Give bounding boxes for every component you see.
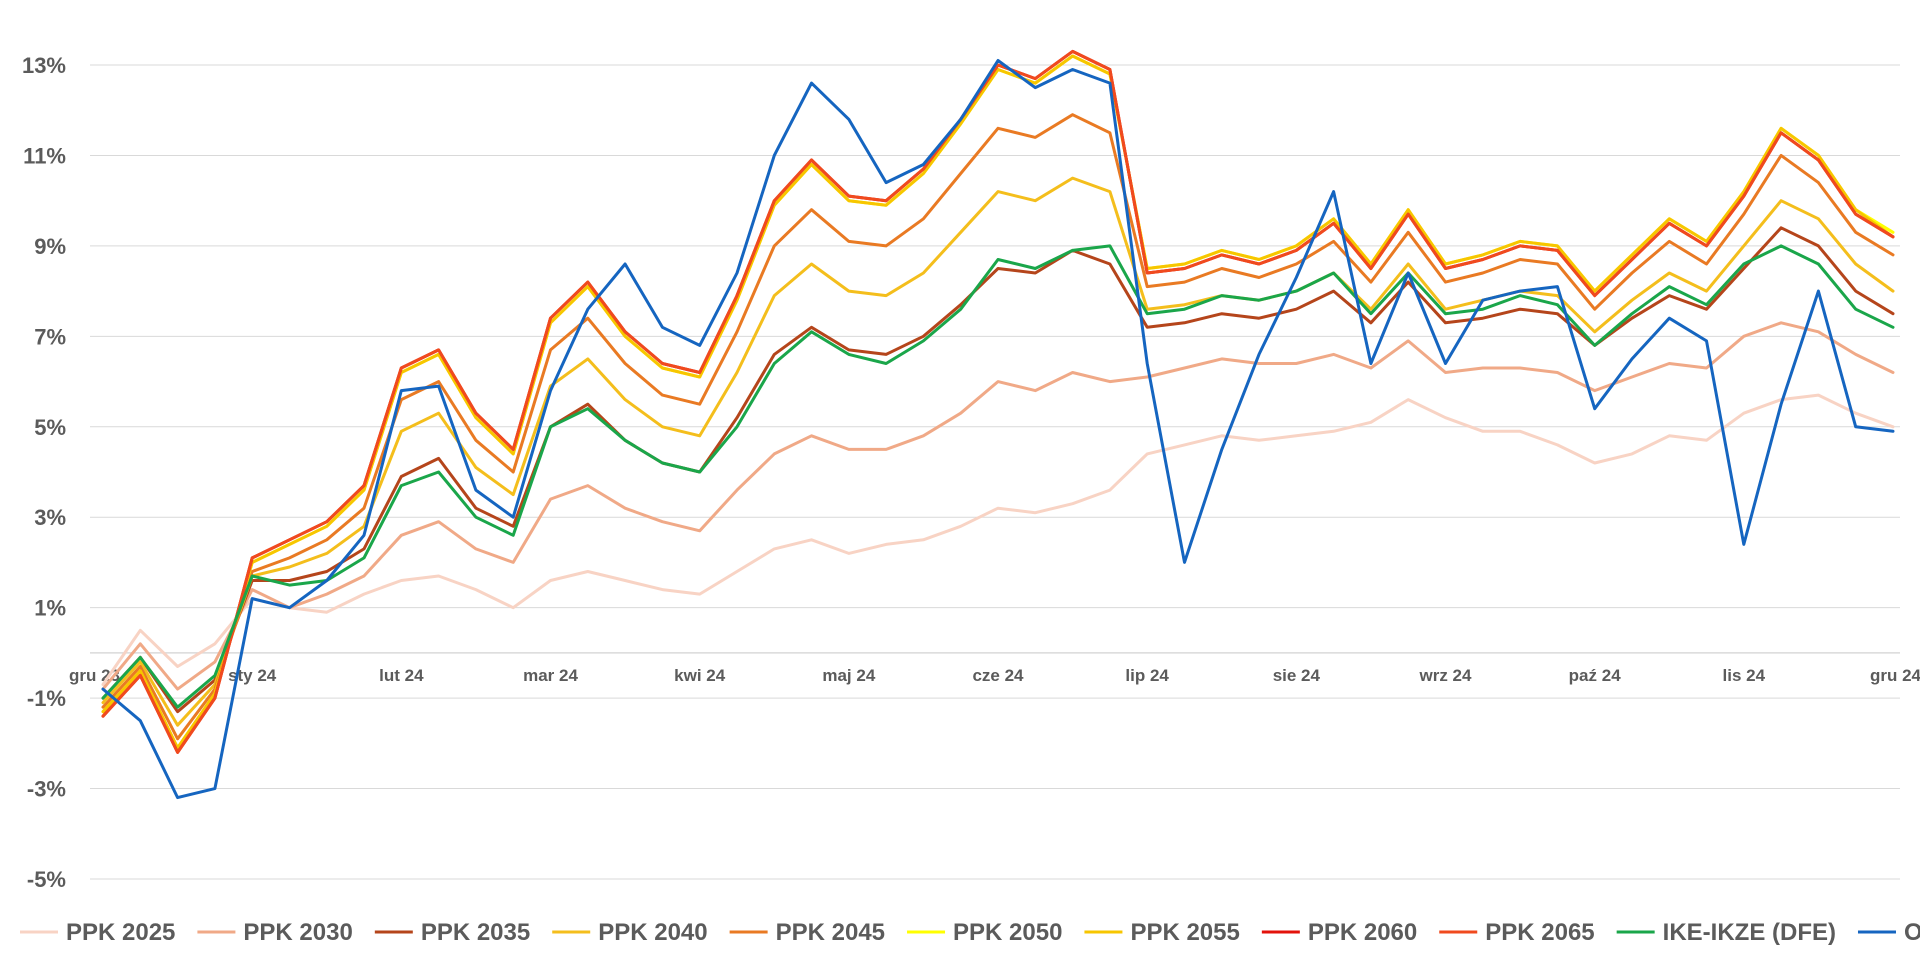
series-line-ppk-2050 [101,54,1895,750]
x-tick-label: gru 24 [1870,666,1920,685]
x-tick-label: lut 24 [379,666,424,685]
x-tick-label: kwi 24 [674,666,726,685]
y-tick-label: 9% [34,234,66,259]
y-tick-label: -5% [27,867,66,892]
y-tick-label: 3% [34,505,66,530]
series-line-ppk-2040 [101,176,1895,727]
legend-label: PPK 2060 [1308,919,1417,946]
x-tick-label: sie 24 [1273,666,1321,685]
y-tick-label: 11% [23,143,66,168]
series-line-ppk-2045 [101,113,1895,741]
legend-label: PPK 2040 [598,919,707,946]
x-tick-label: sty 24 [228,666,277,685]
legend-label: PPK 2045 [776,919,885,946]
x-tick-label: cze 24 [972,666,1024,685]
x-axis-ticks: gru 23 sty 24 lut 24 mar 24 kwi 24 maj 24 cze … [69,666,1920,685]
x-tick-label: lip 24 [1125,666,1169,685]
y-tick-label: -3% [27,777,66,802]
legend-label: PPK 2030 [243,919,352,946]
legend-label: OFE [1904,919,1920,946]
x-tick-label: paź 24 [1569,666,1622,685]
y-tick-label: 13% [22,53,66,78]
grid-layer [90,64,1900,880]
y-tick-label: 5% [34,415,66,440]
y-axis-ticks: 13% 11% 9% 7% 5% 3% 1% -1% -3% -5% [22,53,66,892]
y-tick-label: -1% [27,686,66,711]
series-line-ppk-2030 [101,321,1895,691]
series-line-ppk-2060 [101,49,1895,754]
x-tick-label: lis 24 [1723,666,1766,685]
series-line-ppk-2065 [101,49,1895,754]
series-line-ppk-2025 [101,393,1895,686]
series-layer [101,49,1895,800]
x-tick-label: maj 24 [822,666,875,685]
legend-label: PPK 2035 [421,919,530,946]
series-line-ike-ikze-dfe [101,244,1895,709]
legend-label: PPK 2065 [1485,919,1594,946]
legend-label: PPK 2025 [66,919,175,946]
legend: PPK 2025 PPK 2030 PPK 2035 PPK 2040 PPK 2045… [20,919,1920,946]
x-tick-label: wrz 24 [1419,666,1473,685]
series-line-ofe [101,59,1895,800]
y-tick-label: 1% [34,596,66,621]
legend-label: PPK 2050 [953,919,1062,946]
legend-label: PPK 2055 [1130,919,1239,946]
y-tick-label: 7% [34,324,66,349]
legend-label: IKE-IKZE (DFE) [1663,919,1836,946]
x-tick-label: mar 24 [523,666,578,685]
series-line-ppk-2055 [101,54,1895,750]
